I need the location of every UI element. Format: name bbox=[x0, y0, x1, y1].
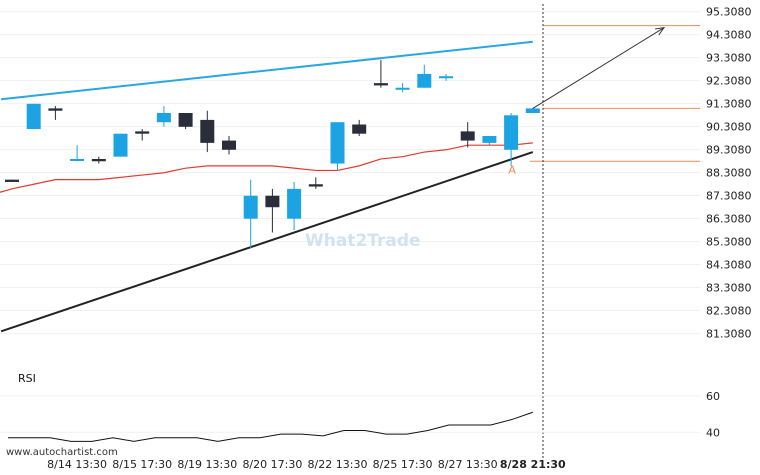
candle-body bbox=[417, 73, 432, 88]
y-tick-label: 89.3080 bbox=[706, 144, 752, 157]
candle-body bbox=[5, 179, 19, 182]
candle-body bbox=[525, 108, 540, 114]
candle-body bbox=[70, 158, 85, 161]
upper-trendline bbox=[1, 40, 533, 101]
candle-body bbox=[200, 119, 215, 143]
price-plot: A bbox=[0, 25, 700, 333]
time-axis: 8/14 13:30 8/15 17:30 8/19 13:30 8/20 17:30… bbox=[47, 458, 566, 471]
candle-body bbox=[156, 113, 171, 123]
rsi-panel: 60 40 bbox=[0, 390, 720, 442]
y-tick-label: 83.3080 bbox=[706, 281, 752, 294]
candle-body bbox=[482, 135, 497, 143]
candle-body bbox=[265, 195, 280, 208]
y-tick-label: 84.3080 bbox=[706, 258, 752, 271]
candle-body bbox=[460, 131, 475, 141]
x-tick-label: 8/22 13:30 bbox=[308, 458, 368, 471]
candle-body bbox=[504, 115, 519, 150]
x-tick-label: 8/25 17:30 bbox=[373, 458, 433, 471]
moving-average-line bbox=[0, 142, 533, 193]
rsi-tick-label: 60 bbox=[706, 390, 720, 403]
projection-arrow bbox=[532, 27, 665, 109]
y-tick-label: 86.3080 bbox=[706, 213, 752, 226]
candle-body bbox=[373, 83, 388, 86]
x-tick-label: 8/20 17:30 bbox=[242, 458, 302, 471]
x-tick-label: 8/28 21:30 bbox=[500, 458, 566, 471]
candle-body bbox=[48, 108, 63, 111]
rsi-tick-label: 40 bbox=[706, 426, 720, 439]
candle-body bbox=[243, 195, 258, 219]
y-tick-label: 90.3080 bbox=[706, 121, 752, 134]
projection-arrowhead bbox=[655, 27, 666, 36]
x-tick-label: 8/14 13:30 bbox=[47, 458, 107, 471]
candle-body bbox=[135, 131, 150, 134]
y-tick-label: 87.3080 bbox=[706, 190, 752, 203]
y-tick-label: 88.3080 bbox=[706, 167, 752, 180]
candle-body bbox=[395, 87, 410, 90]
x-tick-label: 8/19 13:30 bbox=[177, 458, 237, 471]
site-url: www.autochartist.com bbox=[6, 447, 118, 458]
watermark: What2Trade bbox=[305, 231, 421, 251]
y-tick-label: 93.3080 bbox=[706, 52, 752, 65]
y-tick-label: 95.3080 bbox=[706, 6, 752, 19]
candle-body bbox=[178, 113, 193, 127]
candle-body bbox=[91, 158, 106, 162]
candle-body bbox=[439, 76, 453, 79]
candle-body bbox=[287, 188, 302, 219]
rsi-label: RSI bbox=[18, 372, 36, 385]
y-tick-label: 85.3080 bbox=[706, 236, 752, 249]
x-tick-label: 8/27 13:30 bbox=[438, 458, 498, 471]
candle-body bbox=[113, 133, 128, 157]
y-tick-label: 81.3080 bbox=[706, 327, 752, 340]
candle-body bbox=[26, 103, 41, 130]
rsi-line bbox=[8, 411, 533, 442]
candle-body bbox=[352, 124, 367, 134]
x-tick-label: 8/15 17:30 bbox=[112, 458, 172, 471]
y-tick-label: 91.3080 bbox=[706, 98, 752, 111]
pattern-point-label: A bbox=[508, 163, 516, 176]
candle-body bbox=[222, 140, 236, 150]
grid bbox=[0, 11, 700, 334]
y-tick-label: 94.3080 bbox=[706, 29, 752, 42]
lower-trendline bbox=[0, 151, 534, 333]
y-tick-label: 92.3080 bbox=[706, 75, 752, 88]
candle-body bbox=[308, 184, 323, 187]
price-axis: 95.3080 94.3080 93.3080 92.3080 91.3080 90.30… bbox=[706, 6, 752, 341]
candle-body bbox=[330, 122, 345, 164]
y-tick-label: 82.3080 bbox=[706, 304, 752, 317]
